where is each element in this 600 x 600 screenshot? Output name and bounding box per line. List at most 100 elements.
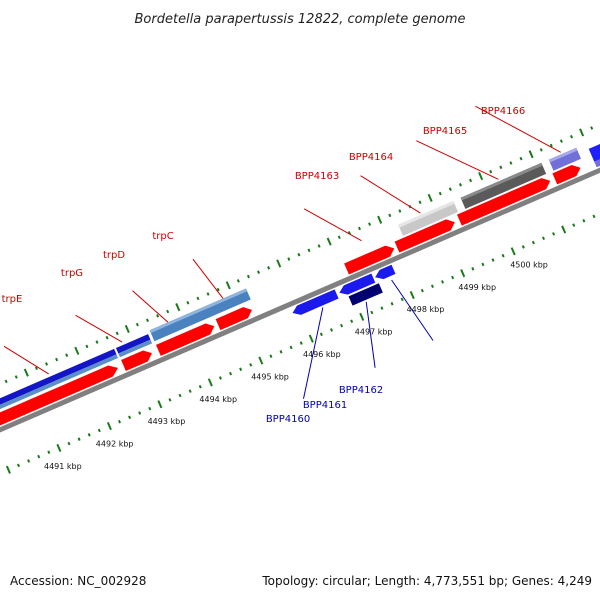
scale-label: 4498 kbp — [407, 305, 445, 314]
outer-ruler-minor-tick — [186, 300, 190, 305]
leader-BPP4166 — [475, 105, 562, 153]
inner-ruler-major-tick — [308, 334, 314, 343]
outer-ruler-minor-tick — [539, 148, 543, 152]
gene-label-BPP4164: BPP4164 — [349, 152, 393, 163]
outer-ruler-minor-tick — [509, 161, 513, 165]
outer-ruler-minor-tick — [448, 187, 452, 191]
outer-ruler-minor-tick — [317, 244, 321, 248]
gene-trpG-arrow — [121, 350, 152, 371]
gene-label-BPP4161: BPP4161 — [303, 400, 347, 411]
outer-ruler-minor-tick — [287, 257, 291, 261]
inner-ruler-minor-tick — [269, 354, 273, 358]
inner-ruler-minor-tick — [87, 433, 91, 437]
outer-ruler-minor-tick — [418, 200, 422, 205]
inner-ruler-major-tick — [157, 400, 163, 409]
gene-label-BPP4162: BPP4162 — [339, 385, 383, 396]
genome-backbone — [0, 99, 600, 501]
outer-ruler-minor-tick — [145, 318, 150, 323]
inner-ruler-major-tick — [460, 269, 466, 278]
outer-ruler-minor-tick — [216, 287, 220, 292]
inner-ruler-minor-tick — [17, 463, 21, 468]
outer-ruler-major-tick — [427, 193, 433, 202]
outer-ruler-minor-tick — [166, 309, 170, 314]
gene-BPP4164-grey-bar — [398, 200, 459, 236]
scale-label: 4497 kbp — [355, 328, 393, 337]
gene-BPP4162-arrow — [375, 264, 396, 280]
gene-trpE-arrow — [0, 365, 118, 432]
genome-title: Bordetella parapertussis 12822, complete… — [135, 12, 466, 27]
gene-trpE-operon-bar-light — [0, 354, 119, 418]
inner-ruler-minor-tick — [380, 306, 384, 310]
inner-ruler-minor-tick — [400, 297, 404, 302]
outer-ruler-minor-tick — [14, 375, 18, 379]
outer-ruler-minor-tick — [519, 156, 523, 161]
gene-BPP4166-purple-bar — [548, 147, 582, 171]
inner-tick-ruler — [5, 214, 596, 474]
inner-ruler-minor-tick — [541, 236, 546, 240]
gene-trpC-arrow — [215, 307, 252, 331]
outer-ruler-minor-tick — [4, 379, 8, 384]
reverse-strand-genes — [292, 264, 396, 315]
outer-ruler-minor-tick — [559, 139, 563, 143]
outer-ruler-major-tick — [478, 171, 484, 181]
outer-ruler-minor-tick — [267, 266, 271, 270]
inner-ruler-minor-tick — [27, 459, 31, 463]
inner-ruler-major-tick — [258, 356, 264, 365]
outer-ruler-minor-tick — [95, 340, 99, 344]
inner-ruler-minor-tick — [249, 363, 253, 367]
inner-ruler-minor-tick — [77, 437, 81, 441]
leader-BPP4162 — [391, 279, 434, 341]
gene-BPP4165-dark-bar-highlight — [460, 162, 543, 201]
inner-ruler-minor-tick — [390, 301, 394, 306]
gene-trpG-operon-bar — [115, 334, 151, 354]
inner-ruler-minor-tick — [501, 253, 505, 258]
inner-ruler-minor-tick — [97, 428, 101, 433]
gene-BPP4166-purple-bar-highlight — [548, 147, 578, 163]
gene-trpD-trpC-operon-bar-highlight — [149, 288, 248, 333]
outer-ruler-major-tick — [23, 368, 29, 377]
inner-ruler-minor-tick — [592, 214, 596, 219]
leader-BPP4161 — [365, 301, 376, 368]
inner-ruler-major-tick — [106, 422, 112, 431]
leader-BPP4165 — [416, 140, 499, 180]
outer-ruler-minor-tick — [357, 226, 362, 231]
gene-BPP4163-arrow — [344, 245, 395, 275]
inner-ruler-minor-tick — [319, 332, 323, 337]
gene-BPP4164-grey-bar-highlight — [398, 200, 455, 228]
gene-BPP4161-navy-bar — [348, 283, 383, 306]
forward-gene-labels: trpE trpG trpD trpC BPP4163 BPP4164 BPP4… — [2, 106, 526, 305]
inner-ruler-minor-tick — [218, 376, 222, 380]
inner-ruler-minor-tick — [329, 328, 334, 332]
outer-ruler-minor-tick — [236, 279, 240, 283]
outer-ruler-minor-tick — [156, 314, 160, 318]
gene-label-trpE: trpE — [2, 294, 23, 305]
outer-ruler-minor-tick — [297, 252, 301, 257]
inner-ruler-minor-tick — [178, 393, 182, 398]
inner-ruler-minor-tick — [491, 258, 495, 262]
inner-ruler-minor-tick — [430, 284, 434, 289]
accession-label: Accession: NC_002928 — [10, 574, 147, 588]
inner-ruler-minor-tick — [552, 232, 556, 236]
inner-ruler-major-tick — [56, 443, 62, 452]
gene-label-BPP4165: BPP4165 — [423, 126, 467, 137]
outer-ruler-minor-tick — [206, 292, 210, 296]
scale-label: 4491 kbp — [44, 462, 82, 471]
inner-ruler-major-tick — [561, 225, 567, 234]
leader-trpC — [192, 258, 224, 299]
inner-ruler-minor-tick — [531, 240, 535, 245]
gene-BPP4164-arrow — [394, 219, 455, 253]
inner-ruler-minor-tick — [451, 275, 455, 280]
outer-ruler-minor-tick — [196, 296, 200, 301]
outer-ruler-minor-tick — [569, 134, 574, 139]
outer-ruler-minor-tick — [469, 178, 473, 183]
gene-trpE-operon-bar — [0, 348, 117, 414]
inner-ruler-minor-tick — [188, 389, 192, 393]
outer-ruler-major-tick — [74, 346, 80, 355]
outer-ruler-major-tick — [124, 324, 130, 334]
outer-ruler-minor-tick — [246, 274, 250, 279]
outer-ruler-minor-tick — [34, 366, 38, 371]
gene-label-BPP4163: BPP4163 — [295, 171, 339, 182]
outer-ruler-minor-tick — [135, 322, 139, 327]
inner-ruler-minor-tick — [148, 406, 152, 411]
